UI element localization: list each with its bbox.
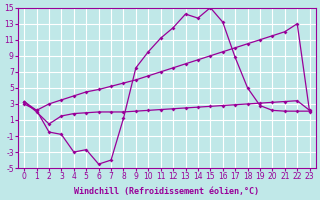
X-axis label: Windchill (Refroidissement éolien,°C): Windchill (Refroidissement éolien,°C)	[74, 187, 260, 196]
